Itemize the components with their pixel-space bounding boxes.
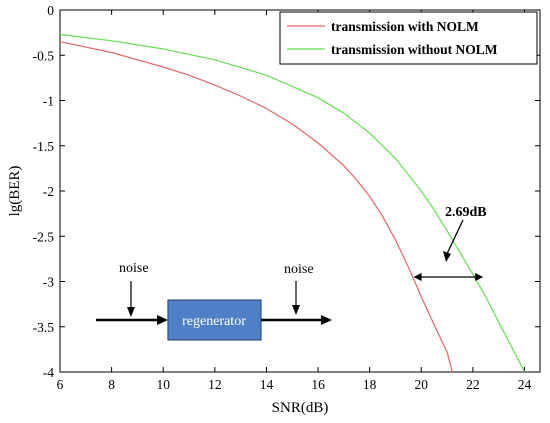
x-tick-label: 24 [518, 377, 532, 392]
noise-label-left: noise [119, 261, 149, 276]
x-tick-label: 6 [57, 377, 64, 392]
gap-label: 2.69dB [445, 205, 487, 220]
regenerator-inset: noise noise regenerator [96, 261, 332, 341]
gap-pointer-line [445, 219, 464, 257]
y-tick-label: -2.5 [33, 229, 55, 244]
legend-box [279, 11, 538, 65]
y-tick-label: -0.5 [33, 48, 55, 63]
regenerator-box [167, 299, 262, 341]
plot-frame [59, 9, 541, 373]
x-tick-label: 8 [108, 377, 115, 392]
series-line-with-nolm [59, 41, 453, 373]
noise-arrowhead-right [292, 305, 300, 315]
legend-label-without-nolm: transmission without NOLM [331, 42, 498, 57]
signal-in-arrowhead [157, 315, 168, 325]
signal-out-arrowhead [321, 315, 332, 325]
noise-arrowhead-left [127, 307, 135, 317]
y-tick-label: -3 [43, 275, 54, 290]
y-tick-label: -1 [43, 94, 54, 109]
x-tick-label: 14 [260, 377, 274, 392]
series-layer [59, 33, 526, 373]
x-tick-label: 10 [156, 377, 170, 392]
x-tick-label: 16 [311, 377, 325, 392]
x-axis-ticks: 6 8 10 12 14 16 18 20 22 24 [57, 10, 532, 392]
y-tick-label: -2 [43, 184, 54, 199]
y-tick-label: -3.5 [33, 320, 55, 335]
x-tick-label: 18 [363, 377, 377, 392]
y-tick-label: -4 [43, 365, 54, 380]
y-tick-label: -1.5 [33, 139, 55, 154]
regenerator-label: regenerator [182, 314, 246, 329]
x-tick-label: 20 [415, 377, 429, 392]
gap-arrowhead-right [475, 272, 484, 281]
noise-label-right: noise [284, 262, 314, 277]
gap-pointer-arrowhead [443, 251, 451, 262]
series-line-without-nolm [59, 33, 526, 373]
y-axis-label: lg(BER) [7, 166, 23, 217]
x-tick-label: 22 [466, 377, 480, 392]
gap-arrowhead-left [413, 272, 422, 281]
x-tick-label: 12 [208, 377, 222, 392]
legend-label-with-nolm: transmission with NOLM [331, 19, 479, 34]
legend: transmission with NOLM transmission with… [279, 11, 538, 65]
x-axis-label: SNR(dB) [272, 400, 329, 416]
y-tick-label: 0 [47, 3, 54, 18]
y-axis-ticks: 0 -0.5 -1 -1.5 -2 -2.5 -3 -3.5 -4 [33, 3, 540, 380]
gap-annotation: 2.69dB [413, 205, 487, 281]
